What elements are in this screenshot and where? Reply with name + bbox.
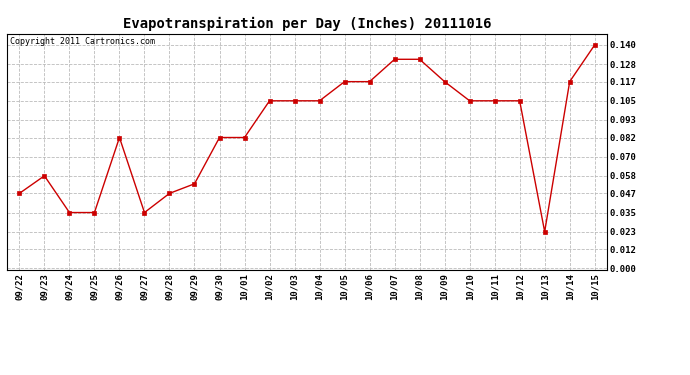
Text: Copyright 2011 Cartronics.com: Copyright 2011 Cartronics.com (10, 37, 155, 46)
Title: Evapotranspiration per Day (Inches) 20111016: Evapotranspiration per Day (Inches) 2011… (123, 17, 491, 31)
